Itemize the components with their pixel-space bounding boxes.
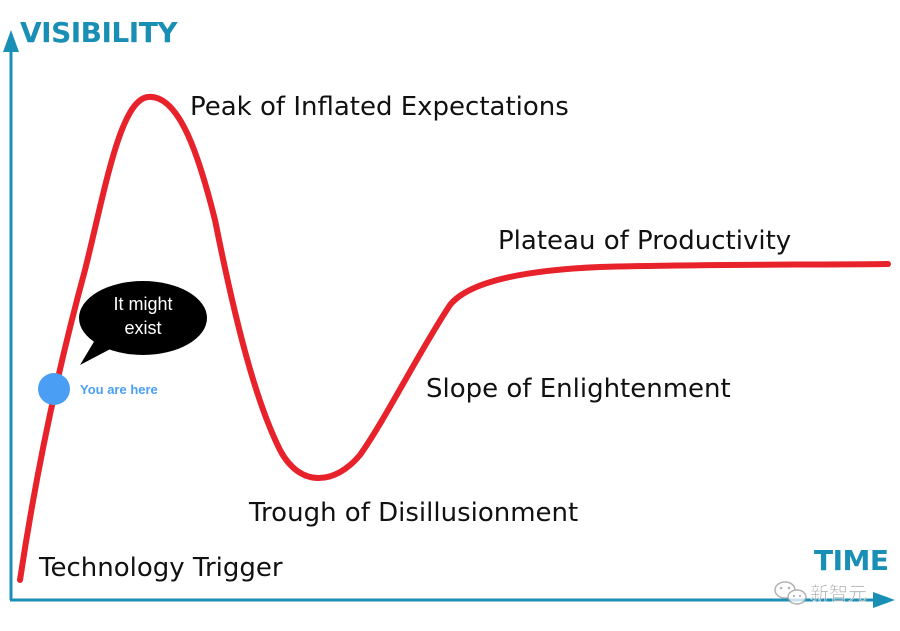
- x-axis-arrow-icon: [873, 592, 895, 608]
- x-axis-title: TIME: [814, 544, 889, 577]
- you-are-here-marker: [38, 373, 70, 405]
- slope-label: Slope of Enlightenment: [426, 374, 731, 404]
- wechat-icon: [774, 581, 807, 605]
- y-axis-title: VISIBILITY: [20, 16, 178, 49]
- you-are-here-label: You are here: [80, 382, 158, 397]
- speech-bubble: It might exist: [79, 281, 207, 365]
- trough-label: Trough of Disillusionment: [248, 498, 578, 528]
- peak-label: Peak of Inflated Expectations: [190, 92, 569, 122]
- speech-bubble-line1: It might: [113, 294, 172, 314]
- speech-bubble-line2: exist: [124, 318, 161, 338]
- trigger-label: Technology Trigger: [38, 553, 283, 583]
- watermark: 新智元: [774, 581, 867, 605]
- plateau-label: Plateau of Productivity: [498, 226, 791, 256]
- hype-curve: [17, 93, 891, 583]
- y-axis-arrow-icon: [3, 30, 19, 52]
- watermark-text: 新智元: [810, 583, 867, 605]
